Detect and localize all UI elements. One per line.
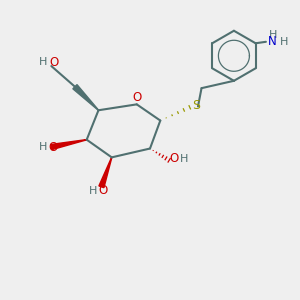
Text: H: H [39, 57, 47, 67]
Text: O: O [49, 56, 58, 69]
Text: H: H [39, 142, 47, 152]
Polygon shape [73, 85, 99, 110]
Text: O: O [48, 141, 58, 154]
Text: N: N [268, 35, 277, 48]
Text: H: H [89, 186, 98, 196]
Text: O: O [98, 184, 107, 197]
Text: O: O [132, 92, 141, 104]
Text: H: H [280, 37, 288, 47]
Text: O: O [169, 152, 178, 165]
Text: H: H [180, 154, 188, 164]
Text: H: H [268, 30, 277, 40]
Text: S: S [192, 99, 200, 112]
Polygon shape [51, 140, 87, 150]
Polygon shape [99, 157, 112, 188]
